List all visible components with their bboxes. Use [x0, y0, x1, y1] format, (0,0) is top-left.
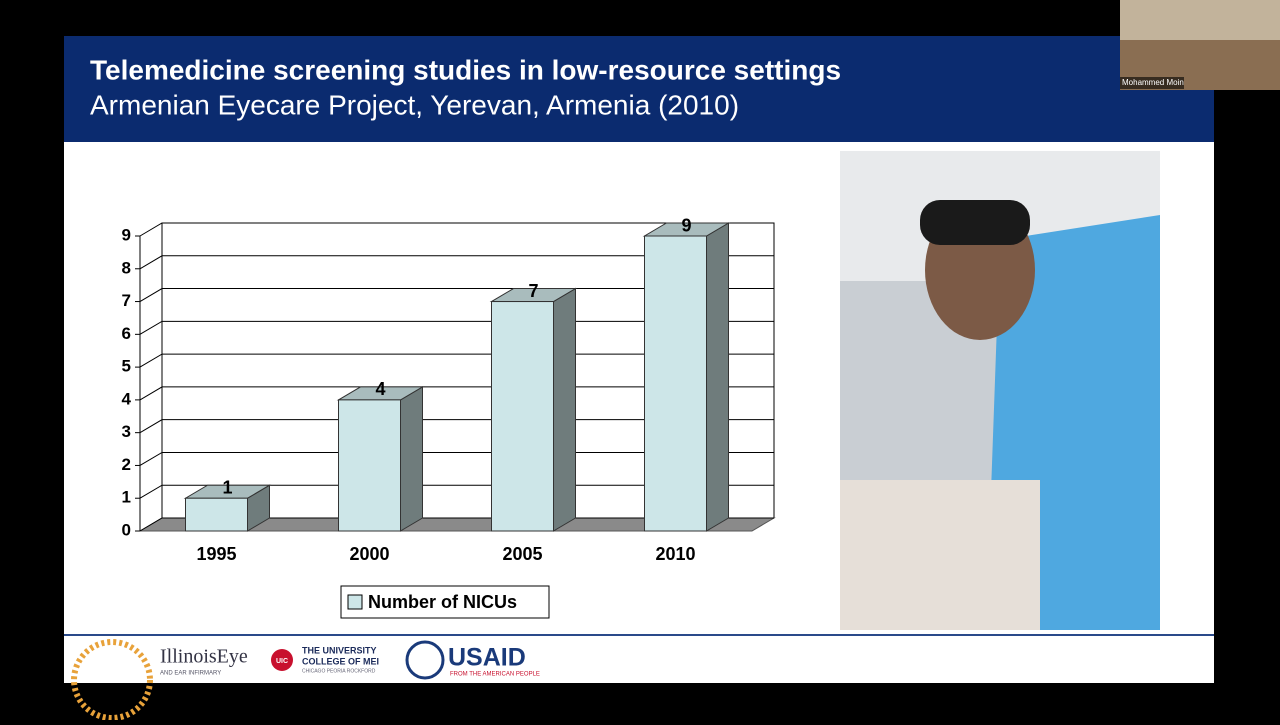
logo-text: FROM THE AMERICAN PEOPLE — [450, 672, 540, 678]
data-label: 1 — [222, 477, 232, 497]
bar-side — [553, 287, 576, 532]
photo — [840, 151, 1160, 630]
participant-name: Mohammed Moin — [1122, 78, 1184, 87]
bar — [644, 235, 707, 532]
x-tick-label: 2000 — [349, 544, 389, 564]
logo-seal — [71, 639, 153, 721]
logo-text: THE UNIVERSITY — [302, 645, 377, 655]
bar — [338, 399, 401, 532]
bar-side — [706, 222, 729, 532]
legend-label: Number of NICUs — [368, 592, 517, 612]
data-label: 7 — [528, 281, 538, 301]
slide-title: Telemedicine screening studies in low-re… — [90, 54, 841, 85]
video-wall — [1120, 0, 1280, 40]
legend-swatch — [347, 594, 363, 610]
logo-text: USAID — [448, 644, 526, 672]
y-tick-label: 6 — [122, 324, 131, 343]
legend-box — [340, 585, 550, 619]
participant-thumbnail: Mohammed Moin — [1120, 0, 1280, 90]
y-tick-label: 7 — [122, 291, 131, 310]
y-tick-label: 1 — [122, 488, 131, 507]
y-tick-label: 3 — [122, 422, 131, 441]
logo-text: UIC — [276, 658, 288, 665]
y-tick-label: 9 — [122, 225, 131, 244]
bar — [491, 301, 554, 532]
photo-headset — [920, 200, 1030, 245]
x-tick-label: 1995 — [196, 544, 236, 564]
y-tick-label: 8 — [122, 258, 131, 277]
y-tick-label: 0 — [122, 520, 131, 539]
name-tag — [1120, 77, 1184, 89]
logo-text: IllinoisEye — [160, 646, 248, 668]
photo-bed — [840, 480, 1040, 630]
x-tick-label: 2005 — [502, 544, 542, 564]
bar-side — [400, 386, 423, 532]
slide-header — [64, 36, 1214, 142]
x-tick-label: 2010 — [655, 544, 695, 564]
data-label: 9 — [681, 215, 691, 235]
y-tick-label: 5 — [122, 357, 131, 376]
legend — [340, 585, 550, 619]
logo-text: AND EAR INFIRMARY — [160, 671, 221, 677]
bar — [185, 497, 248, 532]
logo-text: CHICAGO PEORIA ROCKFORD — [302, 668, 376, 674]
y-tick-label: 2 — [122, 455, 131, 474]
data-label: 4 — [375, 379, 385, 399]
grid-line — [139, 222, 774, 237]
logo-usaid-seal — [405, 640, 445, 680]
y-tick-label: 4 — [122, 389, 132, 408]
logo-text: COLLEGE OF MEI — [302, 656, 379, 666]
grid-line — [139, 255, 774, 270]
logo-uic — [271, 649, 293, 671]
slide-subtitle: Armenian Eyecare Project, Yerevan, Armen… — [90, 89, 739, 120]
footer-logos: IllinoisEye AND EAR INFIRMARY UIC THE UN… — [71, 639, 540, 721]
